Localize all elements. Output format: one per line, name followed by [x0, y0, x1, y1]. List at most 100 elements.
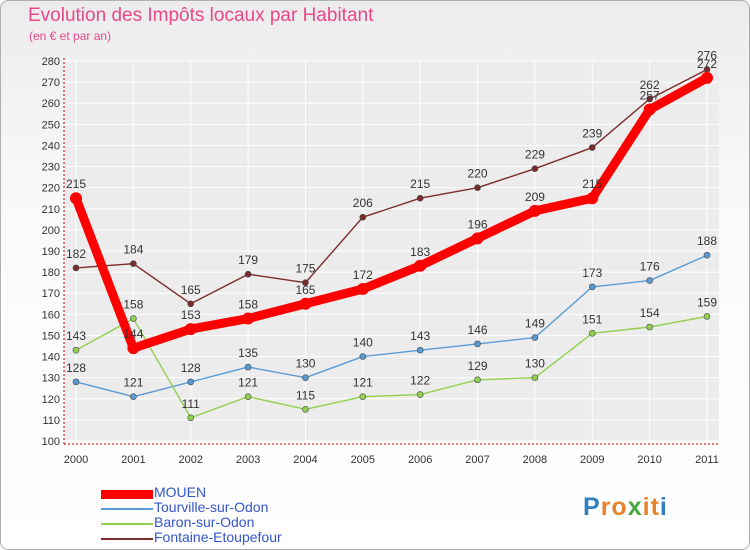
data-label: 173 [582, 266, 602, 280]
logo-letter: P [583, 493, 601, 521]
y-tick-label: 110 [42, 415, 60, 427]
data-label: 184 [123, 243, 143, 257]
y-tick-label: 270 [42, 77, 60, 89]
data-label: 158 [123, 298, 143, 312]
proxiti-logo: Proxiti [583, 493, 668, 522]
data-label: 272 [697, 57, 717, 71]
data-label: 196 [468, 217, 488, 231]
data-point [70, 192, 82, 205]
data-point [302, 374, 309, 381]
y-tick-label: 230 [42, 162, 60, 174]
data-label: 121 [353, 376, 373, 390]
data-label: 183 [410, 245, 430, 259]
data-label: 215 [410, 177, 430, 191]
data-point [127, 342, 140, 355]
data-label: 111 [182, 397, 201, 411]
data-label: 143 [410, 329, 430, 343]
data-point [588, 330, 596, 337]
y-tick-label: 180 [42, 267, 60, 279]
y-tick-label: 200 [42, 225, 60, 237]
x-tick-label: 2004 [293, 454, 317, 466]
data-point [588, 283, 596, 291]
data-point [130, 315, 137, 322]
x-tick-label: 2011 [695, 454, 719, 466]
data-label: 175 [295, 262, 315, 276]
data-point [588, 144, 596, 151]
y-tick-label: 140 [42, 352, 60, 364]
series-line-baron-sur-odon [75, 315, 708, 419]
data-label: 182 [66, 247, 86, 261]
data-point [72, 346, 80, 354]
data-label: 257 [640, 89, 660, 103]
x-tick-label: 2003 [236, 454, 260, 466]
data-label: 121 [238, 376, 258, 390]
y-tick-label: 130 [42, 373, 60, 385]
data-label: 158 [238, 298, 258, 312]
data-point [414, 259, 427, 272]
x-tick-label: 2009 [580, 454, 604, 466]
data-point [531, 334, 539, 341]
logo-letter: t [650, 493, 660, 521]
data-point [302, 279, 309, 286]
data-label: 176 [640, 260, 660, 274]
data-point [359, 213, 367, 221]
x-tick-label: 2008 [523, 454, 547, 466]
data-point [72, 264, 80, 272]
data-point [646, 277, 653, 284]
x-tick-label: 2000 [64, 454, 88, 466]
data-label: 209 [525, 190, 545, 204]
x-tick-label: 2005 [351, 454, 375, 466]
y-tick-label: 220 [42, 183, 60, 195]
legend-swatch [101, 489, 153, 499]
data-point [359, 353, 367, 360]
data-label: 220 [468, 167, 488, 181]
data-label: 146 [468, 323, 488, 337]
y-tick-label: 100 [42, 436, 60, 448]
logo-letter: i [642, 493, 651, 521]
series-line-fontaine-etoupefour [75, 68, 708, 305]
legend-swatch [101, 523, 153, 525]
data-point [646, 95, 653, 103]
data-point [130, 393, 137, 400]
data-point [187, 300, 195, 308]
data-label: 276 [697, 48, 717, 62]
data-point [130, 260, 137, 267]
data-label: 215 [582, 177, 602, 191]
data-label: 153 [181, 308, 201, 322]
data-point [416, 346, 424, 354]
data-label: 140 [353, 336, 373, 350]
data-label: 130 [525, 357, 545, 371]
y-tick-label: 210 [42, 204, 60, 216]
data-point [701, 71, 713, 84]
data-label: 154 [640, 306, 660, 320]
data-label: 262 [640, 78, 660, 92]
data-label: 229 [525, 148, 545, 162]
data-label: 128 [66, 361, 86, 375]
legend-swatch [101, 538, 153, 540]
data-point [242, 312, 255, 325]
data-label: 115 [296, 388, 315, 402]
data-point [359, 393, 367, 400]
data-label: 239 [582, 127, 602, 141]
logo-letter: i [659, 493, 668, 521]
chart-title: Evolution des Impôts locaux par Habitant [28, 5, 374, 26]
data-point [244, 270, 252, 278]
data-label: 215 [66, 177, 86, 191]
y-tick-label: 120 [42, 394, 60, 406]
data-point [474, 340, 481, 348]
y-tick-label: 240 [42, 140, 60, 152]
data-label: 144 [123, 327, 143, 341]
legend-label: Tourville-sur-Odon [154, 499, 269, 515]
data-point [528, 204, 541, 217]
data-point [531, 165, 539, 172]
data-point [643, 103, 656, 116]
y-tick-label: 260 [42, 98, 60, 110]
data-point [471, 232, 484, 245]
data-point [531, 374, 539, 381]
legend-label: Fontaine-Etoupefour [154, 529, 282, 545]
data-label: 206 [353, 196, 373, 210]
data-point [187, 378, 195, 386]
data-label: 128 [181, 361, 201, 375]
